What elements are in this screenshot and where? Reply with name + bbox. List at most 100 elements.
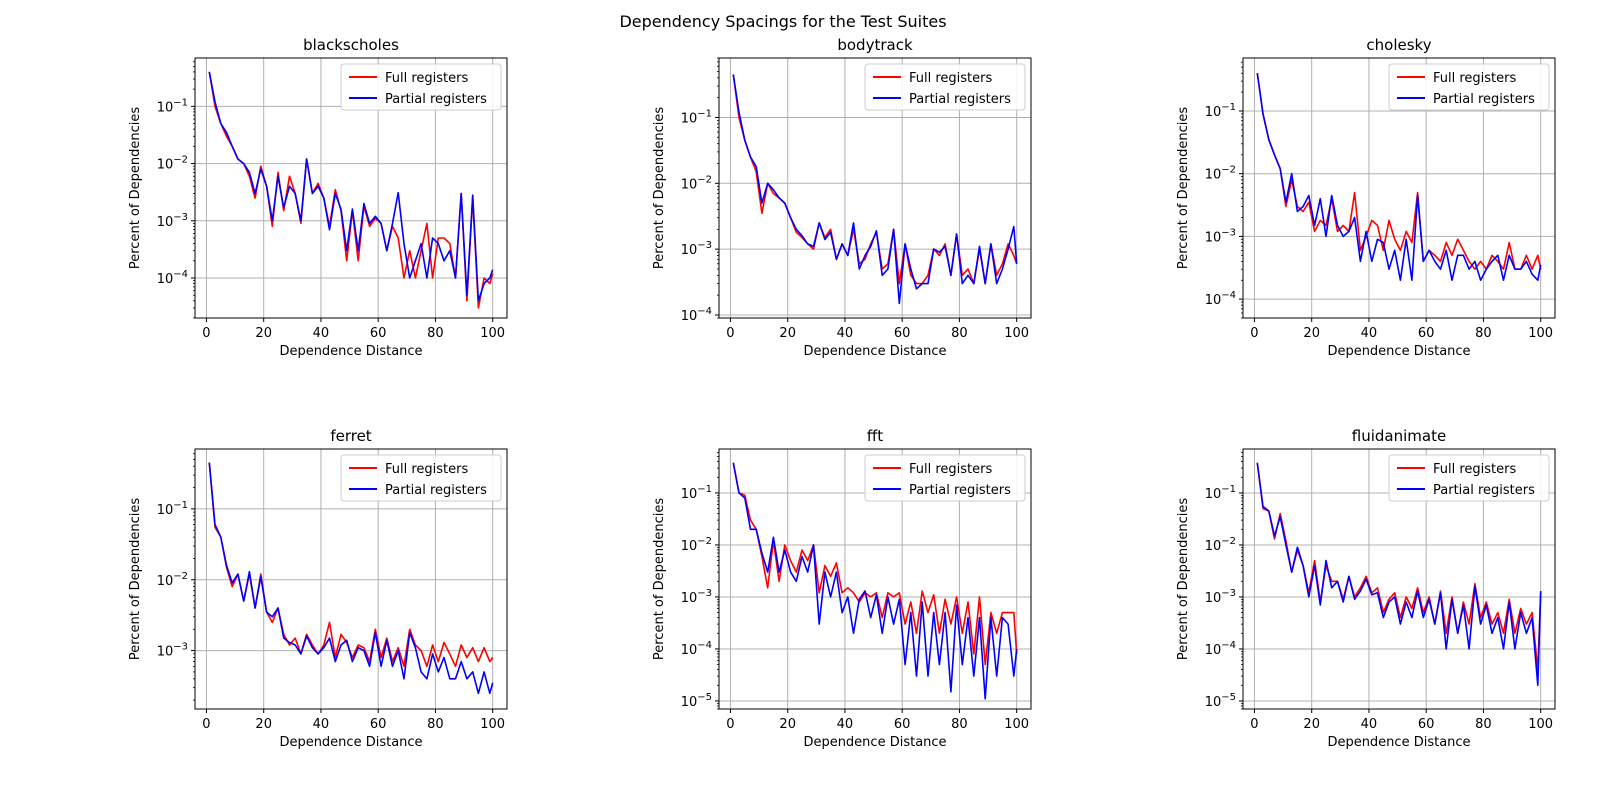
x-tick-label: 60 <box>370 717 387 732</box>
x-tick-label: 20 <box>779 717 796 732</box>
y-tick-label: 10−3 <box>681 588 712 606</box>
x-axis-label: Dependence Distance <box>1327 735 1470 750</box>
series-line-partial <box>732 74 1018 305</box>
y-tick-label: 10−2 <box>157 155 188 173</box>
legend-label: Full registers <box>909 462 992 477</box>
y-tick-label: 10−3 <box>157 642 188 660</box>
subplot-title: fft <box>867 427 883 445</box>
y-tick-label: 10−1 <box>1205 102 1236 120</box>
legend-box <box>864 454 1026 502</box>
x-tick-label: 0 <box>1250 326 1258 341</box>
subplot-ferret: 0 20 40 60 80 100 10−3 10−2 10−1 ferret Dependence… <box>128 427 508 750</box>
legend-label: Full registers <box>385 462 468 477</box>
y-tick-label: 10−2 <box>157 571 188 589</box>
axes-frame <box>718 57 1032 319</box>
legend: Full registers Partial registers <box>864 63 1026 111</box>
subplot-cholesky: 0 20 40 60 80 100 10−4 10−3 10−2 10−1 cholesky Depe… <box>1176 36 1556 359</box>
x-axis-label: Dependence Distance <box>803 344 946 359</box>
legend-label: Partial registers <box>1433 92 1535 107</box>
x-tick-label: 100 <box>1004 326 1029 341</box>
x-tick-label: 0 <box>726 717 734 732</box>
legend: Full registers Partial registers <box>340 63 502 111</box>
y-tick-label: 10−5 <box>681 692 712 710</box>
x-tick-label: 0 <box>726 326 734 341</box>
x-tick-label: 80 <box>427 326 444 341</box>
axes-frame <box>194 57 508 319</box>
x-tick-label: 40 <box>837 717 854 732</box>
subplot-title: ferret <box>330 427 371 445</box>
y-tick-label: 10−3 <box>1205 588 1236 606</box>
legend-box <box>340 63 502 111</box>
subplot-title: blackscholes <box>303 36 399 54</box>
x-tick-label: 20 <box>1303 717 1320 732</box>
x-tick-label: 100 <box>480 326 505 341</box>
x-tick-label: 80 <box>1475 717 1492 732</box>
legend-label: Partial registers <box>1433 483 1535 498</box>
x-tick-label: 60 <box>1418 326 1435 341</box>
x-axis-label: Dependence Distance <box>803 735 946 750</box>
y-tick-label: 10−1 <box>1205 484 1236 502</box>
x-tick-label: 40 <box>1361 717 1378 732</box>
x-tick-label: 60 <box>370 326 387 341</box>
legend-box <box>1388 63 1550 111</box>
legend-label: Partial registers <box>909 483 1011 498</box>
axes-frame <box>1242 448 1556 710</box>
x-tick-label: 60 <box>1418 717 1435 732</box>
y-tick-label: 10−4 <box>1205 290 1236 308</box>
y-tick-label: 10−4 <box>681 306 712 324</box>
y-tick-label: 10−1 <box>157 97 188 115</box>
series-line-partial <box>1256 462 1542 687</box>
x-tick-label: 80 <box>951 326 968 341</box>
y-tick-label: 10−3 <box>157 212 188 230</box>
subplot-title: bodytrack <box>837 36 913 54</box>
x-axis-label: Dependence Distance <box>279 344 422 359</box>
x-tick-label: 80 <box>1475 326 1492 341</box>
series-line-partial <box>1256 73 1542 282</box>
y-tick-label: 10−1 <box>681 108 712 126</box>
y-tick-label: 10−4 <box>157 269 188 287</box>
legend-label: Full registers <box>1433 462 1516 477</box>
legend: Full registers Partial registers <box>1388 454 1550 502</box>
x-tick-label: 0 <box>202 326 210 341</box>
y-axis-label: Percent of Dependencies <box>652 107 667 269</box>
series-line-full <box>732 462 1018 666</box>
y-axis-label: Percent of Dependencies <box>128 498 143 660</box>
x-tick-label: 60 <box>894 717 911 732</box>
legend-box <box>864 63 1026 111</box>
y-tick-label: 10−1 <box>681 484 712 502</box>
y-axis-label: Percent of Dependencies <box>1176 498 1191 660</box>
series-line-partial <box>208 462 494 695</box>
subplot-bodytrack: 0 20 40 60 80 100 10−4 10−3 10−2 10−1 bodytrack Dep… <box>652 36 1032 359</box>
figure-title: Dependency Spacings for the Test Suites <box>619 12 946 31</box>
subplot-fluidanimate: 0 20 40 60 80 100 10−5 10−4 10−3 10−2 10−1 fluidani… <box>1176 427 1556 750</box>
y-tick-label: 10−2 <box>681 174 712 192</box>
y-tick-label: 10−2 <box>1205 165 1236 183</box>
x-axis-label: Dependence Distance <box>279 735 422 750</box>
y-tick-label: 10−3 <box>681 240 712 258</box>
x-tick-label: 100 <box>1528 326 1553 341</box>
legend: Full registers Partial registers <box>864 454 1026 502</box>
y-tick-label: 10−4 <box>1205 640 1236 658</box>
legend-label: Partial registers <box>385 483 487 498</box>
series-line-partial <box>732 462 1018 700</box>
x-tick-label: 20 <box>255 717 272 732</box>
legend-label: Partial registers <box>909 92 1011 107</box>
legend-label: Full registers <box>385 71 468 86</box>
y-tick-label: 10−5 <box>1205 692 1236 710</box>
legend-label: Full registers <box>909 71 992 86</box>
y-axis-label: Percent of Dependencies <box>1176 107 1191 269</box>
legend-box <box>1388 454 1550 502</box>
legend: Full registers Partial registers <box>1388 63 1550 111</box>
legend: Full registers Partial registers <box>340 454 502 502</box>
x-tick-label: 20 <box>779 326 796 341</box>
y-axis-label: Percent of Dependencies <box>128 107 143 269</box>
x-axis-label: Dependence Distance <box>1327 344 1470 359</box>
x-tick-label: 60 <box>894 326 911 341</box>
x-tick-label: 100 <box>480 717 505 732</box>
legend-box <box>340 454 502 502</box>
axes-frame <box>718 448 1032 710</box>
y-tick-label: 10−2 <box>681 536 712 554</box>
x-tick-label: 0 <box>1250 717 1258 732</box>
x-tick-label: 20 <box>1303 326 1320 341</box>
subplot-blackscholes: 0 20 40 60 80 100 10−4 10−3 10−2 10−1 blackscholes… <box>128 36 508 359</box>
